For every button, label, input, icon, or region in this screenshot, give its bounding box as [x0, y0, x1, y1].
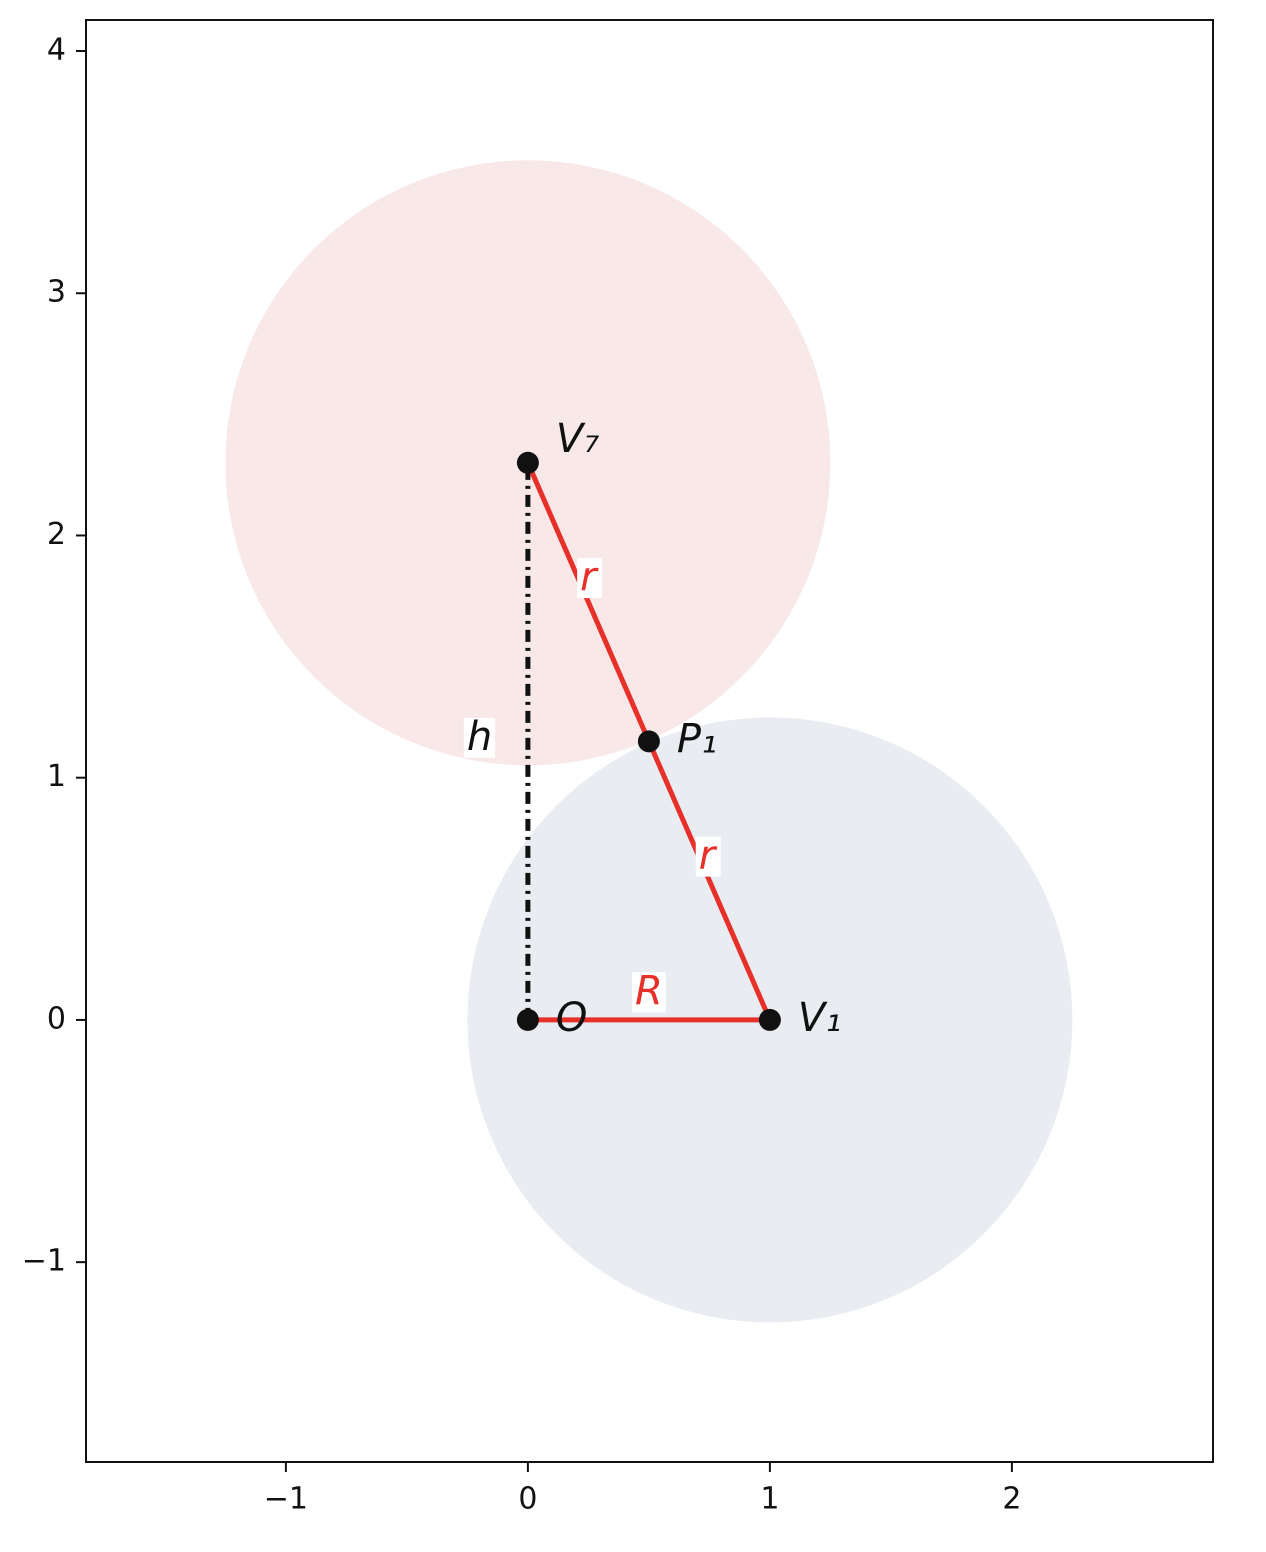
x-tick-label: 2: [1002, 1482, 1021, 1517]
label-box: [695, 836, 721, 877]
point: [758, 1008, 781, 1031]
x-tick-label: −1: [264, 1482, 308, 1517]
annotation: R: [635, 968, 663, 1014]
plot-frame: [85, 19, 1214, 1463]
point: [516, 1008, 539, 1031]
point-label: V₇: [556, 416, 599, 462]
label-box: [631, 972, 666, 1013]
x-tick-label: 0: [518, 1482, 537, 1517]
point: [637, 730, 660, 753]
y-tick-label: 4: [47, 33, 66, 68]
annotation: r: [699, 833, 718, 879]
y-tick-label: −1: [22, 1244, 66, 1279]
label-box: [577, 558, 603, 599]
x-tick-label: 1: [760, 1482, 779, 1517]
y-tick-label: 0: [47, 1001, 66, 1036]
point-label: V₁: [798, 995, 841, 1041]
point-label: O: [556, 995, 587, 1041]
y-tick-label: 2: [47, 517, 66, 552]
plot-area: O V₁ V₇ P₁ r r Rh: [225, 160, 1073, 1323]
y-tick-label: 1: [47, 759, 66, 794]
annotation: h: [467, 714, 492, 760]
point-label: P₁: [677, 716, 717, 762]
point: [516, 451, 539, 474]
y-tick-label: 3: [47, 275, 66, 310]
label-box: [463, 717, 496, 758]
annotation: r: [580, 554, 599, 600]
